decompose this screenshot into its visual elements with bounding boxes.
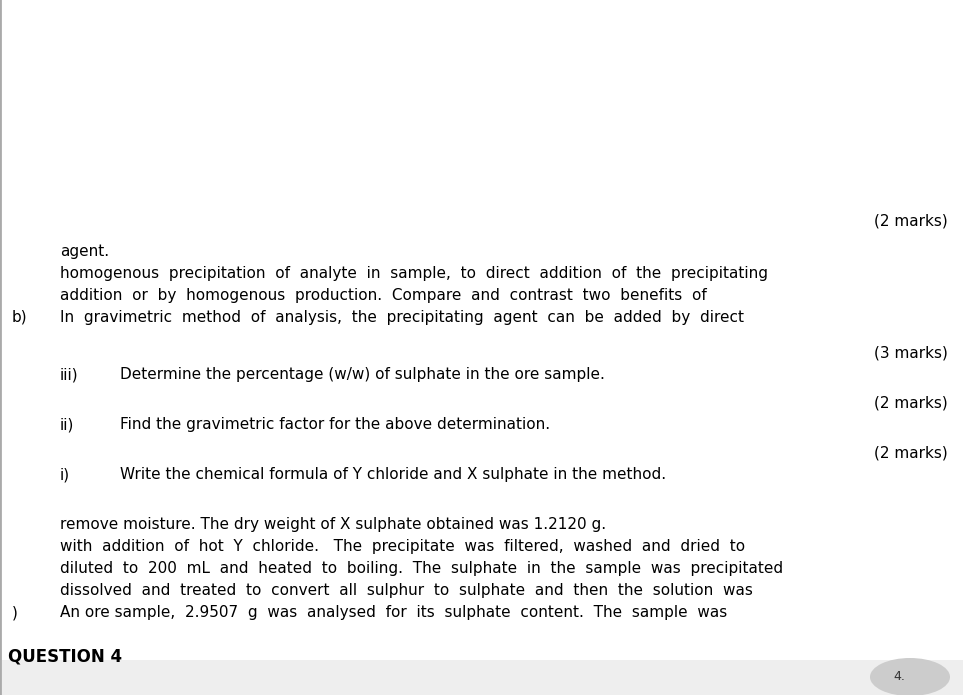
Text: Find the gravimetric factor for the above determination.: Find the gravimetric factor for the abov… [120,417,550,432]
Text: (2 marks): (2 marks) [874,395,948,410]
Text: (2 marks): (2 marks) [874,445,948,460]
Text: Write the chemical formula of Y chloride and X sulphate in the method.: Write the chemical formula of Y chloride… [120,467,666,482]
Text: (2 marks): (2 marks) [874,214,948,229]
Text: remove moisture. The dry weight of X sulphate obtained was 1.2120 g.: remove moisture. The dry weight of X sul… [60,517,606,532]
Text: with  addition  of  hot  Y  chloride.   The  precipitate  was  filtered,  washed: with addition of hot Y chloride. The pre… [60,539,745,554]
Text: An ore sample,  2.9507  g  was  analysed  for  its  sulphate  content.  The  sam: An ore sample, 2.9507 g was analysed for… [60,605,727,620]
Text: i): i) [60,467,70,482]
Ellipse shape [870,658,950,695]
Text: iii): iii) [60,367,79,382]
Text: (3 marks): (3 marks) [874,345,948,360]
Text: In  gravimetric  method  of  analysis,  the  precipitating  agent  can  be  adde: In gravimetric method of analysis, the p… [60,310,744,325]
Text: ii): ii) [60,417,74,432]
Text: b): b) [12,310,28,325]
Text: addition  or  by  homogenous  production.  Compare  and  contrast  two  benefits: addition or by homogenous production. Co… [60,288,707,303]
Text: homogenous  precipitation  of  analyte  in  sample,  to  direct  addition  of  t: homogenous precipitation of analyte in s… [60,266,768,281]
Text: diluted  to  200  mL  and  heated  to  boiling.  The  sulphate  in  the  sample : diluted to 200 mL and heated to boiling.… [60,561,783,576]
Text: QUESTION 4: QUESTION 4 [8,648,122,666]
Text: dissolved  and  treated  to  convert  all  sulphur  to  sulphate  and  then  the: dissolved and treated to convert all sul… [60,583,753,598]
Text: Determine the percentage (w/w) of sulphate in the ore sample.: Determine the percentage (w/w) of sulpha… [120,367,605,382]
Text: ): ) [12,605,18,620]
Text: agent.: agent. [60,244,109,259]
Text: 4.: 4. [893,671,905,683]
FancyBboxPatch shape [0,660,963,695]
